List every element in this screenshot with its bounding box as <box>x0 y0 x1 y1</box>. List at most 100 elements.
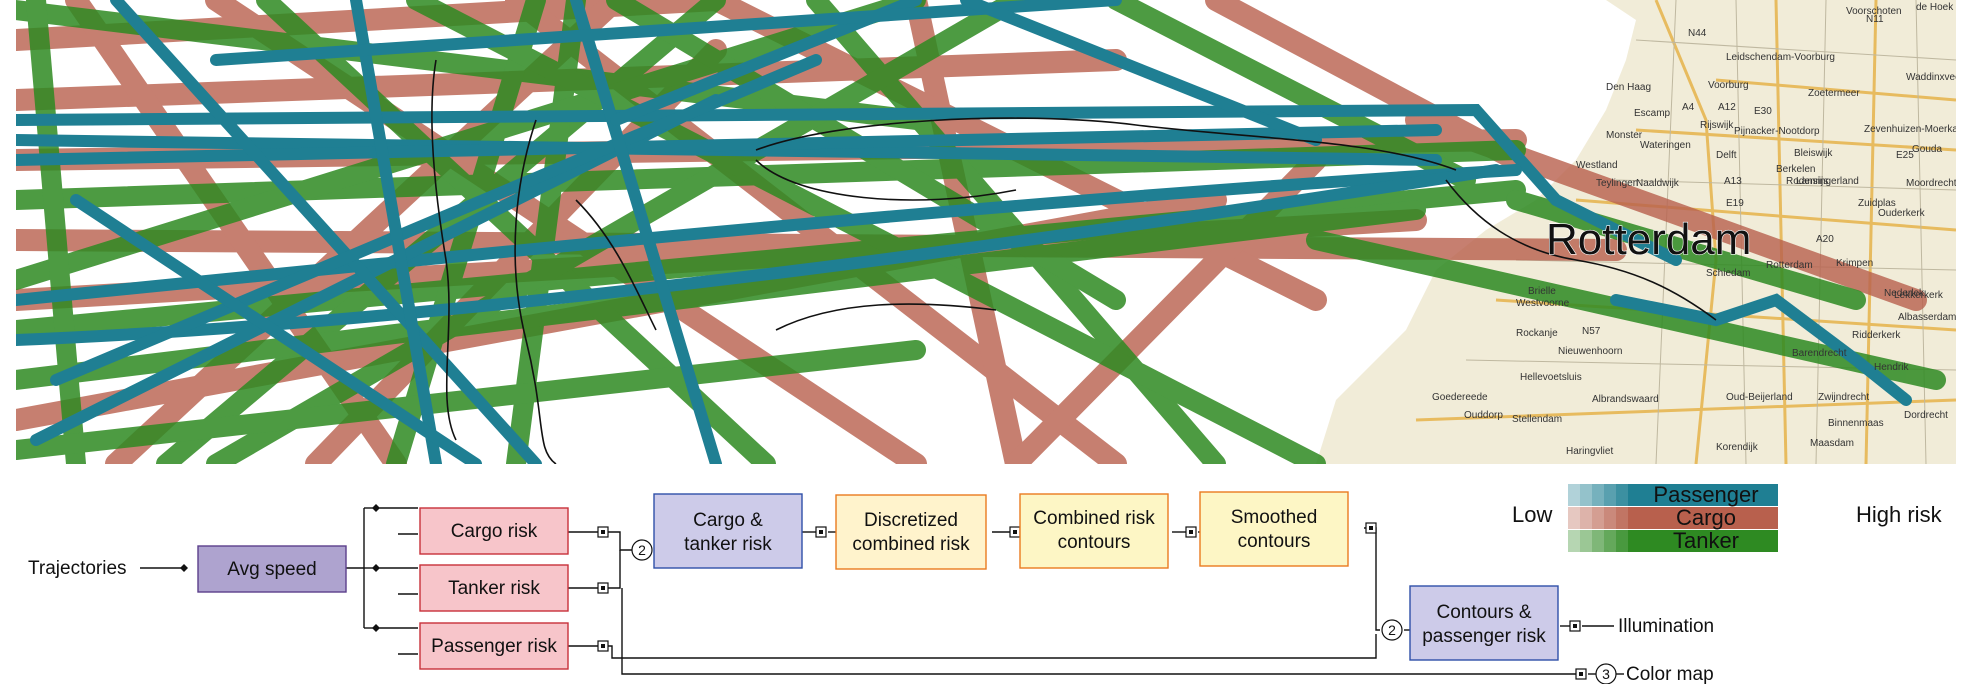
map-place-label: Stellendam <box>1512 414 1562 425</box>
map-place-label: A13 <box>1724 176 1742 187</box>
risk-map: Voorschoten N44 N11 de Hoek Leidschendam-Voo… <box>16 0 1956 464</box>
map-place-label: Wateringen <box>1640 140 1691 151</box>
map-place-labels: Voorschoten N44 N11 de Hoek Leidschendam-Voo… <box>1432 2 1956 457</box>
risk-legend: Low High risk Passenger Cargo Tanker <box>1512 482 1943 553</box>
badge-3-colormap-label: 3 <box>1602 666 1610 682</box>
map-place-label: Ouddorp <box>1464 410 1503 421</box>
map-place-label: Zevenhuizen-Moerkapelle <box>1864 124 1956 135</box>
node-cargo-tanker-risk-line1: Cargo & <box>693 510 763 531</box>
legend-cargo-swatch <box>1568 507 1580 529</box>
legend-cargo-swatch <box>1616 507 1628 529</box>
node-discretized-line1: Discretized <box>864 510 958 531</box>
legend-cargo-swatch <box>1592 507 1604 529</box>
map-place-label: Berkelen <box>1776 164 1815 175</box>
map-place-label: Naaldwijk <box>1636 178 1680 189</box>
passenger-trajectory <box>110 0 542 464</box>
pipeline-diagram: 2 2 3 Trajectories Avg speed Cargo risk … <box>0 464 1972 685</box>
legend-cargo-swatch <box>1580 507 1592 529</box>
map-place-label: Ridderkerk <box>1852 330 1901 341</box>
node-combined-contours-line1: Combined risk <box>1033 508 1155 529</box>
badge-3-colormap: 3 <box>1595 663 1617 685</box>
node-smoothed-line2: contours <box>1238 531 1311 552</box>
output-illumination: Illumination <box>1618 616 1714 637</box>
map-place-label: Korendijk <box>1716 442 1759 453</box>
node-discretized-line2: combined risk <box>852 534 970 555</box>
tanker-trajectory <box>16 0 926 290</box>
risk-contours <box>431 59 1717 464</box>
legend-passenger-swatch <box>1592 484 1604 506</box>
tanker-trajectory <box>1306 230 1946 390</box>
map-place-label: Rodenrijs <box>1786 176 1828 187</box>
map-place-label: Westland <box>1576 160 1618 171</box>
map-place-label: E30 <box>1754 106 1772 117</box>
legend-tanker-swatch <box>1604 530 1616 552</box>
map-place-label: Lansingerland <box>1796 176 1859 187</box>
badge-2-merge: 2 <box>631 539 653 561</box>
legend-passenger-swatch <box>1616 484 1628 506</box>
pipeline-connectors <box>140 507 1624 675</box>
map-place-label: Dordrecht <box>1904 410 1948 421</box>
legend-high-label: High risk <box>1856 502 1943 527</box>
node-contours-passenger-line1: Contours & <box>1436 602 1531 623</box>
city-label: Rotterdam <box>1546 215 1751 264</box>
legend-passenger-swatch <box>1580 484 1592 506</box>
tanker-trajectory <box>1106 0 1476 190</box>
node-cargo-risk: Cargo risk <box>419 507 569 555</box>
map-place-label: E25 <box>1896 150 1914 161</box>
map-place-label: Escamp <box>1634 108 1671 119</box>
legend-tanker-swatch <box>1616 530 1628 552</box>
map-place-label: Maasdam <box>1810 438 1854 449</box>
map-place-label: N57 <box>1582 326 1601 337</box>
map-place-label: Ouderkerk <box>1878 208 1926 219</box>
land-south-island <box>1336 390 1536 464</box>
map-place-label: Nieuwenhoorn <box>1558 346 1623 357</box>
node-passenger-risk: Passenger risk <box>419 622 569 670</box>
map-place-label: Pijnacker-Nootdorp <box>1734 126 1820 137</box>
output-color-map: Color map <box>1626 664 1714 684</box>
legend-cargo-swatch <box>1604 507 1616 529</box>
map-place-label: Brielle <box>1528 286 1556 297</box>
map-place-label: Barendrecht <box>1792 348 1847 359</box>
passenger-trajectory <box>70 194 482 464</box>
map-place-label: Zuidplas <box>1858 198 1896 209</box>
map-place-label: Schiedam <box>1706 268 1750 279</box>
badge-2-merge-label: 2 <box>638 542 646 558</box>
map-place-label: Leidschendam-Voorburg <box>1726 52 1835 63</box>
tanker-trajectory <box>16 200 1426 390</box>
legend-color-bars <box>1568 484 1778 552</box>
tanker-trajectory <box>16 0 926 130</box>
passenger-trajectory <box>16 164 1522 306</box>
port-dots <box>601 526 1583 676</box>
map-place-label: Zwijndrecht <box>1818 392 1869 403</box>
node-contours-passenger-risk: Contours & passenger risk <box>1409 585 1559 661</box>
map-place-label: Bleiswijk <box>1794 148 1833 159</box>
node-discretized-combined-risk: Discretized combined risk <box>835 494 987 570</box>
legend-tanker-swatch <box>1580 530 1592 552</box>
map-place-label: Rijswijk <box>1700 120 1734 131</box>
node-combined-contours-line2: contours <box>1058 532 1131 553</box>
map-place-label: Westvoorne <box>1516 298 1570 309</box>
map-place-label: Voorburg <box>1708 80 1749 91</box>
node-tanker-risk-label: Tanker risk <box>448 578 540 599</box>
node-cargo-tanker-risk: Cargo & tanker risk <box>653 493 803 569</box>
map-place-label: Hellevoetsluis <box>1520 372 1582 383</box>
legend-passenger-swatch <box>1604 484 1616 506</box>
map-place-label: Albrandswaard <box>1592 394 1659 405</box>
node-cargo-risk-label: Cargo risk <box>451 521 538 542</box>
node-contours-passenger-line2: passenger risk <box>1422 626 1546 647</box>
node-passenger-risk-label: Passenger risk <box>431 636 557 657</box>
passenger-trajectory <box>960 0 1322 146</box>
passenger-trajectory <box>570 0 722 464</box>
input-trajectories: Trajectories <box>28 558 127 579</box>
map-place-label: Lekkerkerk <box>1894 290 1944 301</box>
map-place-label: Krimpen <box>1836 258 1873 269</box>
node-avg-speed: Avg speed <box>197 545 347 593</box>
legend-low-label: Low <box>1512 502 1552 527</box>
legend-tanker-swatch <box>1592 530 1604 552</box>
map-place-label: Moordrecht <box>1906 178 1956 189</box>
node-smoothed-contours: Smoothed contours <box>1199 491 1349 567</box>
map-place-label: Voorschoten <box>1846 6 1902 17</box>
passenger-trajectory <box>1610 293 1912 406</box>
map-place-label: Hendrik <box>1874 362 1909 373</box>
tanker-trajectory <box>16 180 1526 340</box>
